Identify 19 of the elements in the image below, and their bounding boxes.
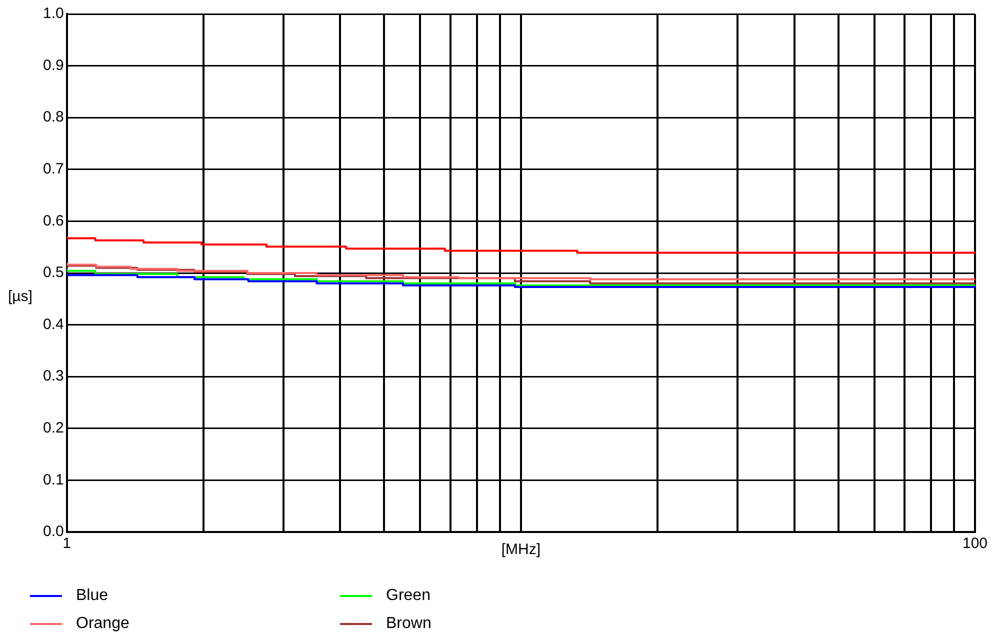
x-axis-title: [MHz] — [501, 541, 541, 558]
y-tick-label: 0.6 — [42, 212, 64, 230]
y-tick-label: 0.7 — [42, 160, 64, 178]
y-tick-label: 0.9 — [42, 56, 64, 74]
y-axis-title: [µs] — [8, 288, 32, 305]
y-tick-label: 0.1 — [42, 471, 64, 488]
y-tick-label: 0.4 — [42, 316, 64, 333]
y-tick-label: 0.0 — [42, 523, 64, 540]
y-tick-label: 0.3 — [42, 368, 64, 385]
legend-label: Green — [386, 587, 430, 605]
x-tick-label: 100 — [962, 535, 988, 552]
legend-label: Orange — [76, 615, 130, 633]
y-tick-label: 0.2 — [42, 420, 64, 437]
y-tick-label: 1.0 — [42, 5, 64, 22]
y-tick-label: 0.5 — [42, 264, 64, 282]
legend-label: Brown — [386, 615, 432, 633]
y-tick-label: 0.8 — [42, 108, 64, 126]
x-tick-label: 1 — [62, 535, 72, 552]
legend-label: Blue — [76, 587, 108, 605]
